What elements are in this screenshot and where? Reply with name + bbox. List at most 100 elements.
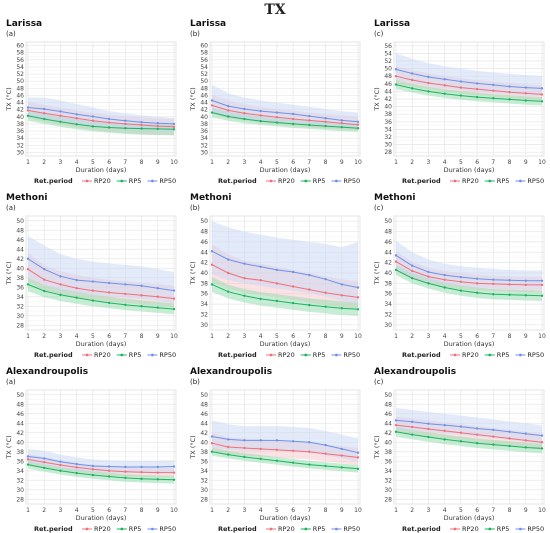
legend-swatch-point bbox=[304, 179, 308, 183]
y-tick-label: 42 bbox=[200, 260, 208, 267]
data-point bbox=[75, 466, 78, 469]
series-line-rp20 bbox=[27, 268, 175, 300]
chart-panel: Larissa (b) 30 32 34 36 38 40 42 44 46 48 50 52 54 56 58… bbox=[188, 16, 364, 185]
data-point bbox=[459, 289, 463, 292]
data-point bbox=[459, 80, 463, 83]
panel-subtitle: (c) bbox=[374, 204, 384, 212]
y-tick-label: 46 bbox=[200, 411, 208, 418]
data-point bbox=[107, 475, 111, 478]
chart-svg: Larissa(c)283032343638404244464850525456… bbox=[373, 19, 546, 185]
data-point bbox=[340, 454, 343, 457]
data-point bbox=[140, 123, 143, 127]
x-tick-label: 4 bbox=[443, 507, 447, 514]
x-tick-label: 6 bbox=[475, 159, 479, 166]
x-tick-label: 8 bbox=[508, 507, 512, 514]
y-tick-label: 38 bbox=[16, 449, 24, 456]
data-point bbox=[91, 280, 95, 283]
data-point bbox=[492, 293, 495, 296]
series-line-rp20 bbox=[211, 264, 359, 298]
data-point bbox=[443, 78, 446, 81]
y-tick-label: 50 bbox=[16, 78, 24, 85]
legend-swatch-point bbox=[269, 353, 273, 357]
panel-subtitle: (c) bbox=[374, 378, 384, 386]
series-line-rp20 bbox=[395, 424, 543, 443]
figure-title: TX bbox=[264, 2, 286, 18]
y-tick-label: 40 bbox=[384, 439, 392, 446]
ribbon-rp5 bbox=[396, 264, 542, 301]
chart-panel: Alexandroupolis (a) 28 30 32 34 36 38 40 42 44 46 48… bbox=[4, 364, 180, 533]
y-axis-label: TX (°C) bbox=[189, 261, 197, 285]
data-point bbox=[275, 121, 279, 124]
data-point bbox=[394, 75, 398, 78]
y-tick-label: 48 bbox=[16, 227, 24, 234]
data-point bbox=[394, 260, 398, 263]
data-point bbox=[459, 431, 463, 434]
data-point bbox=[227, 445, 230, 449]
data-point bbox=[156, 127, 159, 131]
data-point bbox=[275, 282, 279, 285]
y-tick-label: 60 bbox=[200, 43, 208, 50]
data-point bbox=[26, 109, 30, 112]
legend-swatch-point bbox=[120, 527, 124, 531]
data-point bbox=[356, 456, 360, 459]
legend-label: RP5 bbox=[497, 525, 510, 533]
data-point bbox=[59, 120, 62, 124]
y-tick-label: 44 bbox=[200, 100, 208, 107]
x-tick-label: 4 bbox=[259, 159, 263, 166]
data-point bbox=[243, 294, 246, 297]
legend-label: RP20 bbox=[462, 351, 479, 359]
data-point bbox=[508, 283, 511, 286]
data-point bbox=[443, 423, 446, 427]
series-line-rp5 bbox=[27, 115, 175, 130]
data-point bbox=[492, 97, 495, 100]
x-tick-label: 7 bbox=[491, 507, 495, 514]
data-point bbox=[172, 297, 176, 300]
data-point bbox=[243, 112, 246, 115]
y-axis-label: TX (°C) bbox=[373, 435, 381, 459]
x-tick-label: 1 bbox=[210, 159, 214, 166]
data-point bbox=[140, 284, 143, 288]
data-point bbox=[75, 296, 78, 299]
data-point bbox=[508, 90, 511, 94]
y-tick-label: 54 bbox=[384, 50, 392, 57]
data-point bbox=[524, 99, 527, 102]
panel-title: Methoni bbox=[190, 193, 231, 203]
chart-panel: Methoni (c) 30 32 34 36 38 40 42 44 46 48 50 1 2 3 4 5 6 7 8… bbox=[372, 190, 548, 359]
legend-label: RP20 bbox=[94, 177, 111, 185]
y-tick-label: 56 bbox=[200, 57, 208, 64]
data-point bbox=[243, 455, 246, 459]
data-point bbox=[91, 119, 95, 122]
x-tick-label: 8 bbox=[140, 507, 144, 514]
data-point bbox=[124, 283, 127, 286]
data-point bbox=[459, 86, 463, 89]
y-tick-label: 32 bbox=[200, 477, 208, 484]
data-point bbox=[540, 279, 544, 282]
y-tick-label: 42 bbox=[384, 430, 392, 437]
y-tick-label: 34 bbox=[16, 135, 24, 142]
chart-svg: Larissa(a)303234363840424446485052545658… bbox=[5, 19, 178, 185]
x-tick-label: 6 bbox=[475, 507, 479, 514]
data-point bbox=[540, 434, 544, 437]
x-tick-label: 8 bbox=[508, 333, 512, 340]
legend-title: Ret.period bbox=[402, 177, 441, 185]
data-point bbox=[340, 307, 343, 310]
data-point bbox=[59, 110, 62, 113]
ribbon-rp5 bbox=[212, 448, 358, 473]
data-point bbox=[324, 305, 327, 308]
x-tick-label: 2 bbox=[410, 507, 414, 514]
x-tick-label: 2 bbox=[226, 333, 230, 340]
data-point bbox=[210, 111, 214, 114]
series-line-rp50 bbox=[27, 107, 175, 125]
data-point bbox=[156, 122, 159, 125]
data-point bbox=[308, 441, 311, 444]
data-point bbox=[210, 104, 214, 107]
y-tick-label: 44 bbox=[16, 420, 24, 427]
data-point bbox=[492, 89, 495, 92]
data-point bbox=[124, 127, 127, 130]
data-point bbox=[124, 303, 127, 307]
x-tick-label: 8 bbox=[324, 159, 328, 166]
data-point bbox=[340, 125, 343, 129]
legend-title: Ret.period bbox=[218, 177, 257, 185]
legend-swatch-point bbox=[488, 179, 492, 183]
